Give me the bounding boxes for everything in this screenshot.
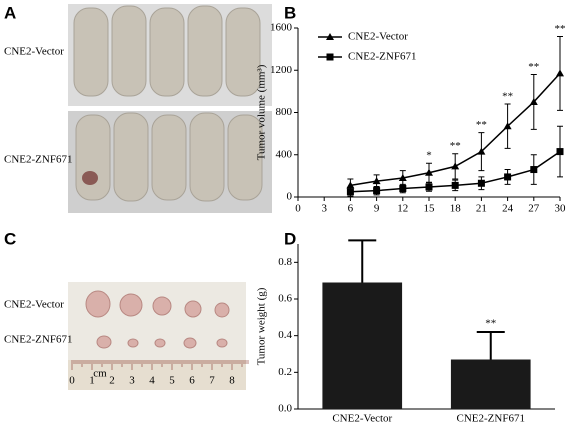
- significance: *: [426, 150, 432, 162]
- significance: **: [555, 23, 566, 35]
- marker: [346, 181, 355, 189]
- marker: [530, 166, 538, 174]
- error-bar: [348, 239, 377, 283]
- ruler-label: 0: [69, 375, 75, 387]
- marker: [477, 179, 485, 187]
- legend-label: CNE2-ZNF671: [348, 51, 416, 63]
- photo-label: CNE2-ZNF671: [4, 334, 72, 346]
- marker: [451, 162, 460, 170]
- marker: [451, 181, 459, 189]
- ruler-label: 4: [149, 375, 155, 387]
- y-tick-label: 0: [287, 191, 293, 203]
- panel-label: D: [284, 229, 296, 248]
- error-bar: [476, 331, 505, 360]
- marker: [477, 147, 486, 155]
- photo-c: [68, 282, 246, 390]
- ruler-label: 2: [109, 375, 115, 387]
- panel-label: C: [4, 229, 16, 248]
- photo-label: CNE2-Vector: [4, 299, 64, 311]
- photo-a: [68, 4, 272, 213]
- marker: [556, 69, 564, 77]
- y-tick-label: 800: [276, 106, 293, 118]
- bar: [322, 282, 403, 409]
- panel-label: A: [4, 3, 16, 22]
- legend-marker: [326, 53, 334, 61]
- marker: [529, 97, 538, 105]
- y-tick-label: 1600: [270, 22, 293, 34]
- photo-label: CNE2-Vector: [4, 46, 64, 58]
- y-axis-label: Tumor volume (mm³): [256, 64, 268, 160]
- legend-marker: [326, 33, 334, 40]
- marker: [503, 122, 512, 130]
- y-tick-label: 0.6: [278, 293, 292, 305]
- ruler-label: 6: [189, 375, 195, 387]
- marker: [425, 168, 433, 176]
- x-tick-label: 6: [348, 203, 354, 215]
- photo-label: CNE2-ZNF671: [4, 154, 72, 166]
- y-axis-label: Tumor weight (g): [256, 287, 268, 365]
- marker: [373, 187, 381, 195]
- x-tick-label: CNE2-ZNF671: [457, 413, 525, 424]
- y-tick-label: 0.4: [278, 329, 292, 341]
- y-tick-label: 0.8: [278, 256, 292, 268]
- marker: [346, 188, 354, 196]
- marker: [398, 173, 407, 181]
- ruler-label: 8: [229, 375, 235, 387]
- marker: [372, 177, 381, 185]
- x-tick-label: 24: [502, 203, 514, 215]
- significance: **: [528, 61, 539, 73]
- significance: **: [502, 91, 513, 103]
- ruler-label: 3: [129, 375, 135, 387]
- significance: **: [476, 119, 487, 131]
- ruler-label: 7: [209, 375, 215, 387]
- marker: [425, 183, 433, 191]
- significance: **: [450, 140, 461, 152]
- x-tick-label: 15: [424, 203, 436, 215]
- x-tick-label: 21: [476, 203, 487, 215]
- ruler-label: cm: [93, 368, 107, 380]
- marker: [399, 185, 407, 193]
- x-tick-label: 9: [374, 203, 380, 215]
- marker: [556, 148, 564, 156]
- x-tick-label: 3: [321, 203, 327, 215]
- y-tick-label: 0.2: [278, 366, 292, 378]
- y-tick-label: 0.0: [278, 403, 292, 415]
- bar: [450, 359, 531, 409]
- ruler-label: 5: [169, 375, 175, 387]
- x-tick-label: CNE2-Vector: [332, 413, 392, 424]
- x-tick-label: 30: [555, 203, 567, 215]
- x-tick-label: 27: [528, 203, 540, 215]
- legend-label: CNE2-Vector: [348, 31, 408, 43]
- x-tick-label: 12: [397, 203, 408, 215]
- x-tick-label: 0: [295, 203, 301, 215]
- x-tick-label: 18: [450, 203, 462, 215]
- significance: **: [485, 318, 496, 330]
- panel-label: B: [284, 3, 296, 22]
- ruler-label: 1: [89, 375, 95, 387]
- y-tick-label: 400: [276, 148, 293, 160]
- y-tick-label: 1200: [270, 64, 293, 76]
- marker: [504, 173, 512, 181]
